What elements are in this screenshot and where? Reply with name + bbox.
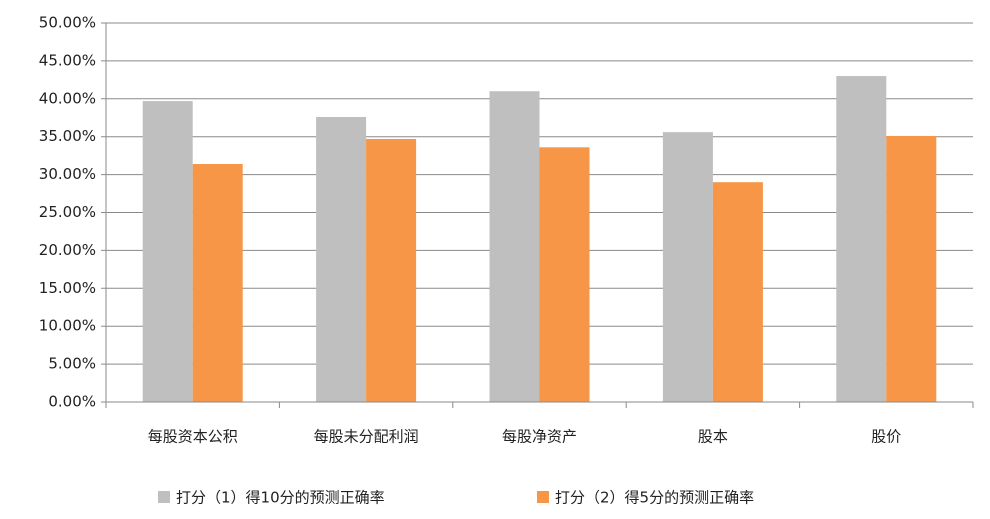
x-tick-label: 股价: [871, 428, 901, 446]
legend-label: 打分（1）得10分的预测正确率: [176, 489, 385, 507]
y-tick-label: 35.00%: [39, 127, 96, 145]
y-tick-label: 50.00%: [39, 14, 96, 32]
y-tick-label: 40.00%: [39, 89, 96, 107]
y-tick-label: 15.00%: [39, 279, 96, 297]
bar: [886, 135, 937, 402]
x-tick-label: 每股净资产: [502, 428, 577, 446]
legend-label: 打分（2）得5分的预测正确率: [555, 489, 754, 507]
y-tick-label: 45.00%: [39, 51, 96, 69]
y-tick-label: 20.00%: [39, 241, 96, 259]
bar: [712, 182, 763, 402]
bar: [142, 101, 193, 402]
y-tick-label: 30.00%: [39, 165, 96, 183]
bar: [836, 76, 887, 402]
bar: [366, 138, 417, 402]
bar: [662, 132, 713, 403]
x-tick-label: 每股未分配利润: [314, 428, 419, 446]
x-tick-label: 每股资本公积: [148, 428, 238, 446]
y-tick-label: 0.00%: [48, 393, 96, 411]
y-tick-label: 25.00%: [39, 203, 96, 221]
y-tick-label: 5.00%: [48, 355, 96, 373]
bar: [489, 91, 540, 402]
bar: [539, 147, 590, 402]
bar: [316, 116, 367, 402]
legend-swatch: [537, 491, 549, 503]
y-tick-label: 10.00%: [39, 317, 96, 335]
legend-swatch: [158, 491, 170, 503]
x-tick-label: 股本: [698, 428, 728, 446]
bar: [192, 163, 243, 402]
